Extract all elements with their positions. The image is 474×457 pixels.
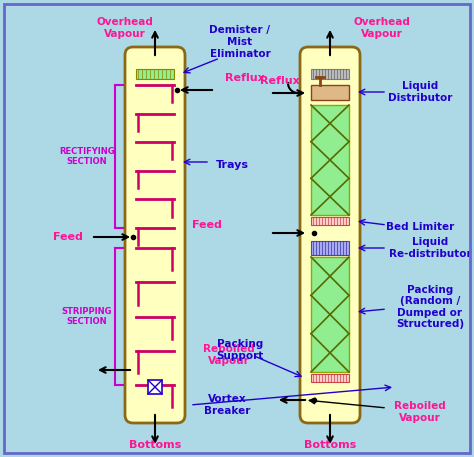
Text: Trays: Trays <box>216 160 248 170</box>
Bar <box>311 69 349 79</box>
Text: Bottoms: Bottoms <box>129 440 181 450</box>
Text: RECTIFYING
SECTION: RECTIFYING SECTION <box>59 147 115 166</box>
Bar <box>311 374 349 382</box>
Bar <box>311 85 349 100</box>
Text: Reboiled
Vapour: Reboiled Vapour <box>203 344 255 366</box>
Text: STRIPPING
SECTION: STRIPPING SECTION <box>62 307 112 326</box>
FancyBboxPatch shape <box>125 47 185 423</box>
FancyBboxPatch shape <box>300 47 360 423</box>
Text: Overhead
Vapour: Overhead Vapour <box>97 17 154 39</box>
Bar <box>136 69 174 79</box>
Bar <box>311 241 349 255</box>
Text: Vortex
Breaker: Vortex Breaker <box>204 394 250 416</box>
Text: Reflux: Reflux <box>260 76 300 86</box>
Text: Liquid
Distributor: Liquid Distributor <box>388 81 452 103</box>
Text: Reboiled
Vapour: Reboiled Vapour <box>394 401 446 423</box>
Bar <box>311 105 349 215</box>
Bar <box>311 217 349 225</box>
Text: Feed: Feed <box>53 232 83 242</box>
Text: Packing
Support: Packing Support <box>216 339 264 361</box>
Text: Liquid
Re-distributor: Liquid Re-distributor <box>389 237 471 259</box>
Text: Packing
(Random /
Dumped or
Structured): Packing (Random / Dumped or Structured) <box>396 285 464 329</box>
Text: Demister /
Mist
Eliminator: Demister / Mist Eliminator <box>210 26 271 58</box>
Text: Bottoms: Bottoms <box>304 440 356 450</box>
Bar <box>311 257 349 372</box>
Text: Overhead
Vapour: Overhead Vapour <box>354 17 410 39</box>
Text: Feed: Feed <box>192 220 222 230</box>
Text: Reflux: Reflux <box>225 73 265 83</box>
Text: Bed Limiter: Bed Limiter <box>386 222 454 232</box>
Bar <box>148 380 162 394</box>
